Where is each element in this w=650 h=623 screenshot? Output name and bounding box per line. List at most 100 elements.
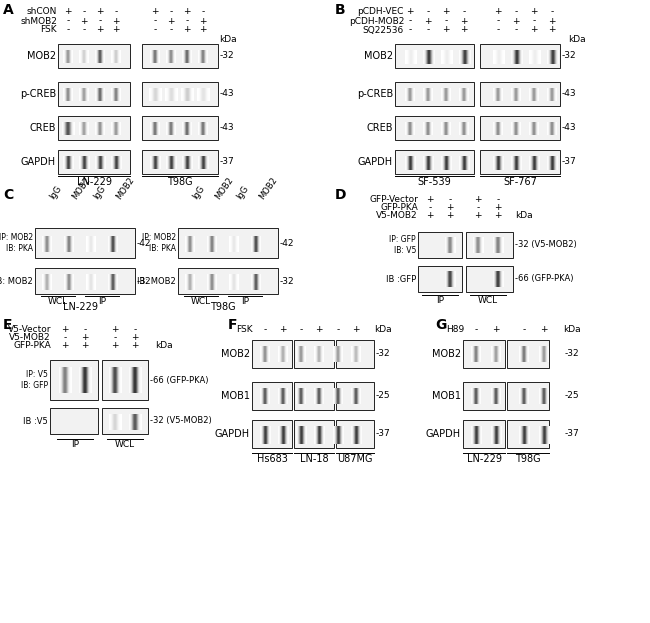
Bar: [102, 360, 148, 400]
Text: -: -: [551, 7, 554, 16]
Text: +: +: [131, 341, 138, 351]
Text: -37: -37: [562, 158, 577, 166]
Text: MOB2: MOB2: [432, 349, 461, 359]
Bar: [395, 82, 474, 106]
Text: MOB2: MOB2: [213, 175, 235, 201]
Text: WCL: WCL: [48, 297, 68, 306]
Text: -32: -32: [562, 52, 577, 60]
Text: -43: -43: [220, 90, 235, 98]
Text: MOB2: MOB2: [364, 51, 393, 61]
Text: -25: -25: [565, 391, 580, 401]
Text: +: +: [96, 26, 104, 34]
Bar: [480, 150, 560, 174]
Text: F: F: [228, 318, 237, 332]
Text: +: +: [460, 26, 468, 34]
Bar: [463, 340, 505, 368]
Text: IgG: IgG: [48, 184, 64, 201]
Text: +: +: [494, 211, 502, 221]
Text: kDa: kDa: [155, 341, 173, 351]
Text: +: +: [352, 325, 359, 335]
Text: -: -: [523, 325, 526, 335]
Text: +: +: [548, 26, 556, 34]
Text: -: -: [64, 333, 66, 343]
Bar: [418, 232, 462, 258]
Text: +: +: [442, 26, 450, 34]
Text: kDa: kDa: [563, 325, 580, 335]
Text: +: +: [426, 211, 434, 221]
Text: +: +: [494, 7, 502, 16]
Text: -32: -32: [137, 277, 151, 285]
Text: GFP-Vector: GFP-Vector: [369, 196, 418, 204]
Text: -: -: [202, 7, 205, 16]
Bar: [252, 340, 292, 368]
Text: shCON: shCON: [27, 7, 57, 16]
Text: -: -: [448, 196, 452, 204]
Text: GAPDH: GAPDH: [21, 157, 56, 167]
Text: IP: IP: [71, 440, 79, 449]
Text: +: +: [424, 16, 432, 26]
Text: -: -: [113, 333, 116, 343]
Text: +: +: [112, 16, 120, 26]
Text: WCL: WCL: [191, 297, 211, 306]
Text: -: -: [83, 26, 86, 34]
Text: +: +: [447, 211, 454, 221]
Text: kDa: kDa: [568, 36, 586, 44]
Bar: [463, 420, 505, 448]
Bar: [336, 420, 374, 448]
Text: MOB2: MOB2: [27, 51, 56, 61]
Text: T98G: T98G: [515, 454, 541, 464]
Text: IgG: IgG: [191, 184, 207, 201]
Text: +: +: [406, 7, 414, 16]
Bar: [58, 116, 130, 140]
Text: WCL: WCL: [115, 440, 135, 449]
Text: -: -: [98, 16, 101, 26]
Text: E: E: [3, 318, 12, 332]
Text: -32: -32: [565, 350, 580, 358]
Text: IP: GFP
IB: V5: IP: GFP IB: V5: [389, 235, 416, 255]
Text: -: -: [185, 16, 188, 26]
Text: +: +: [61, 341, 69, 351]
Text: LN-18: LN-18: [300, 454, 328, 464]
Text: LN-229: LN-229: [62, 302, 98, 312]
Bar: [336, 382, 374, 410]
Text: +: +: [200, 26, 207, 34]
Text: +: +: [96, 7, 104, 16]
Text: -32 (V5-MOB2): -32 (V5-MOB2): [515, 240, 577, 249]
Text: IP: IP: [241, 297, 249, 306]
Text: +: +: [81, 341, 89, 351]
Text: CREB: CREB: [29, 123, 56, 133]
Text: -: -: [474, 325, 478, 335]
Bar: [294, 382, 334, 410]
Text: -66 (GFP-PKA): -66 (GFP-PKA): [515, 275, 573, 283]
Bar: [35, 228, 135, 258]
Bar: [395, 150, 474, 174]
Text: IP: MOB2
IB: PKA: IP: MOB2 IB: PKA: [142, 233, 176, 253]
Text: V5-MOB2: V5-MOB2: [9, 333, 51, 343]
Bar: [142, 44, 218, 68]
Text: -: -: [66, 16, 70, 26]
Text: U87MG: U87MG: [337, 454, 372, 464]
Text: +: +: [512, 16, 520, 26]
Text: +: +: [61, 325, 69, 335]
Text: -: -: [263, 325, 266, 335]
Bar: [507, 340, 549, 368]
Text: p-CREB: p-CREB: [20, 89, 56, 99]
Text: +: +: [167, 16, 175, 26]
Text: V5-Vector: V5-Vector: [8, 325, 51, 335]
Text: -: -: [426, 7, 430, 16]
Text: -: -: [497, 196, 500, 204]
Text: IB :V5: IB :V5: [23, 417, 48, 426]
Text: IgG: IgG: [92, 184, 108, 201]
Text: -: -: [153, 16, 157, 26]
Text: -42: -42: [137, 239, 151, 247]
Text: p-CREB: p-CREB: [357, 89, 393, 99]
Bar: [395, 116, 474, 140]
Text: GAPDH: GAPDH: [215, 429, 250, 439]
Text: +: +: [442, 7, 450, 16]
Text: +: +: [112, 26, 120, 34]
Text: SQ22536: SQ22536: [363, 26, 404, 34]
Bar: [35, 268, 135, 294]
Text: MOB2: MOB2: [114, 175, 136, 201]
Text: -: -: [497, 26, 500, 34]
Bar: [466, 266, 513, 292]
